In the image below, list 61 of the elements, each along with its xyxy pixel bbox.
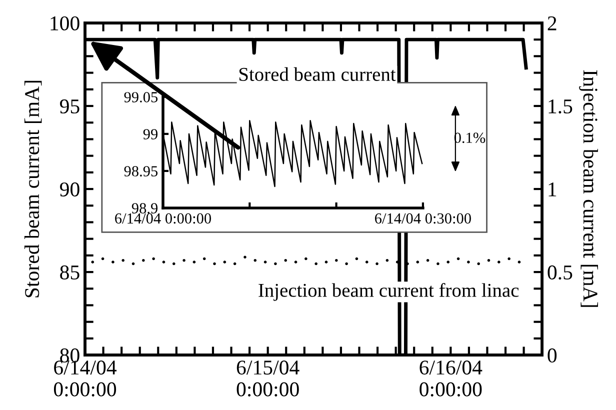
point — [264, 260, 267, 264]
y2-axis-title: Injection beam current [mA] — [579, 70, 598, 307]
y-tick-label: 85 — [60, 265, 80, 280]
point — [345, 262, 348, 266]
point — [498, 260, 500, 264]
y-tick-label: 99.05 — [124, 92, 158, 102]
point — [274, 262, 277, 266]
point — [335, 259, 338, 262]
point — [91, 260, 94, 264]
y2-tick-label: 0 — [548, 348, 557, 362]
point — [244, 256, 246, 258]
point — [162, 260, 166, 264]
point — [213, 262, 216, 266]
series-label: Injection beam current from linac — [258, 283, 519, 301]
point — [294, 260, 298, 264]
point — [192, 260, 196, 264]
point — [254, 259, 257, 262]
y-tick-label: 98.95 — [124, 166, 158, 176]
y-tick-label: 90 — [60, 182, 80, 196]
x-tick-label: 6/14/04 0:30:00 — [375, 213, 471, 224]
x-tick-label: 6/14/04 0:00:00 — [115, 213, 212, 224]
point — [152, 257, 155, 260]
point — [324, 260, 328, 264]
point — [172, 262, 176, 266]
x-tick-label: 6/14/04 0:00:00 — [54, 360, 117, 396]
point — [477, 262, 480, 266]
point — [112, 260, 114, 264]
point — [233, 262, 236, 266]
point — [436, 262, 440, 266]
point — [508, 257, 510, 260]
y-tick-label: 98.9 — [132, 203, 158, 214]
point — [182, 259, 186, 262]
y-axis-title: Stored beam current [mA] — [24, 80, 42, 298]
y-tick-label: 100 — [50, 16, 80, 30]
point — [223, 260, 226, 264]
y-tick-label: 80 — [60, 348, 80, 362]
point — [284, 259, 287, 262]
point — [122, 259, 124, 262]
point — [142, 259, 145, 262]
point — [376, 262, 378, 266]
x-tick-label: 6/15/04 0:00:00 — [236, 360, 300, 396]
y-tick-label: 95 — [60, 99, 80, 114]
point — [202, 257, 206, 260]
y2-tick-label: 1.5 — [548, 99, 572, 114]
y2-tick-label: 1 — [548, 182, 556, 196]
point — [518, 260, 521, 264]
y-tick-label: 99 — [143, 129, 158, 140]
y2-tick-label: 2 — [548, 16, 556, 30]
point — [426, 259, 430, 262]
point — [446, 260, 450, 264]
point — [314, 262, 318, 266]
point — [304, 257, 308, 260]
point — [365, 260, 368, 264]
x-tick-label: 6/16/04 0:00:00 — [420, 360, 482, 396]
point — [355, 257, 358, 260]
y2-tick-label: 0.5 — [548, 265, 572, 280]
series-label: Stored beam current — [239, 67, 396, 81]
point — [467, 260, 470, 264]
point — [386, 259, 389, 262]
point — [487, 259, 490, 262]
point — [416, 260, 420, 264]
